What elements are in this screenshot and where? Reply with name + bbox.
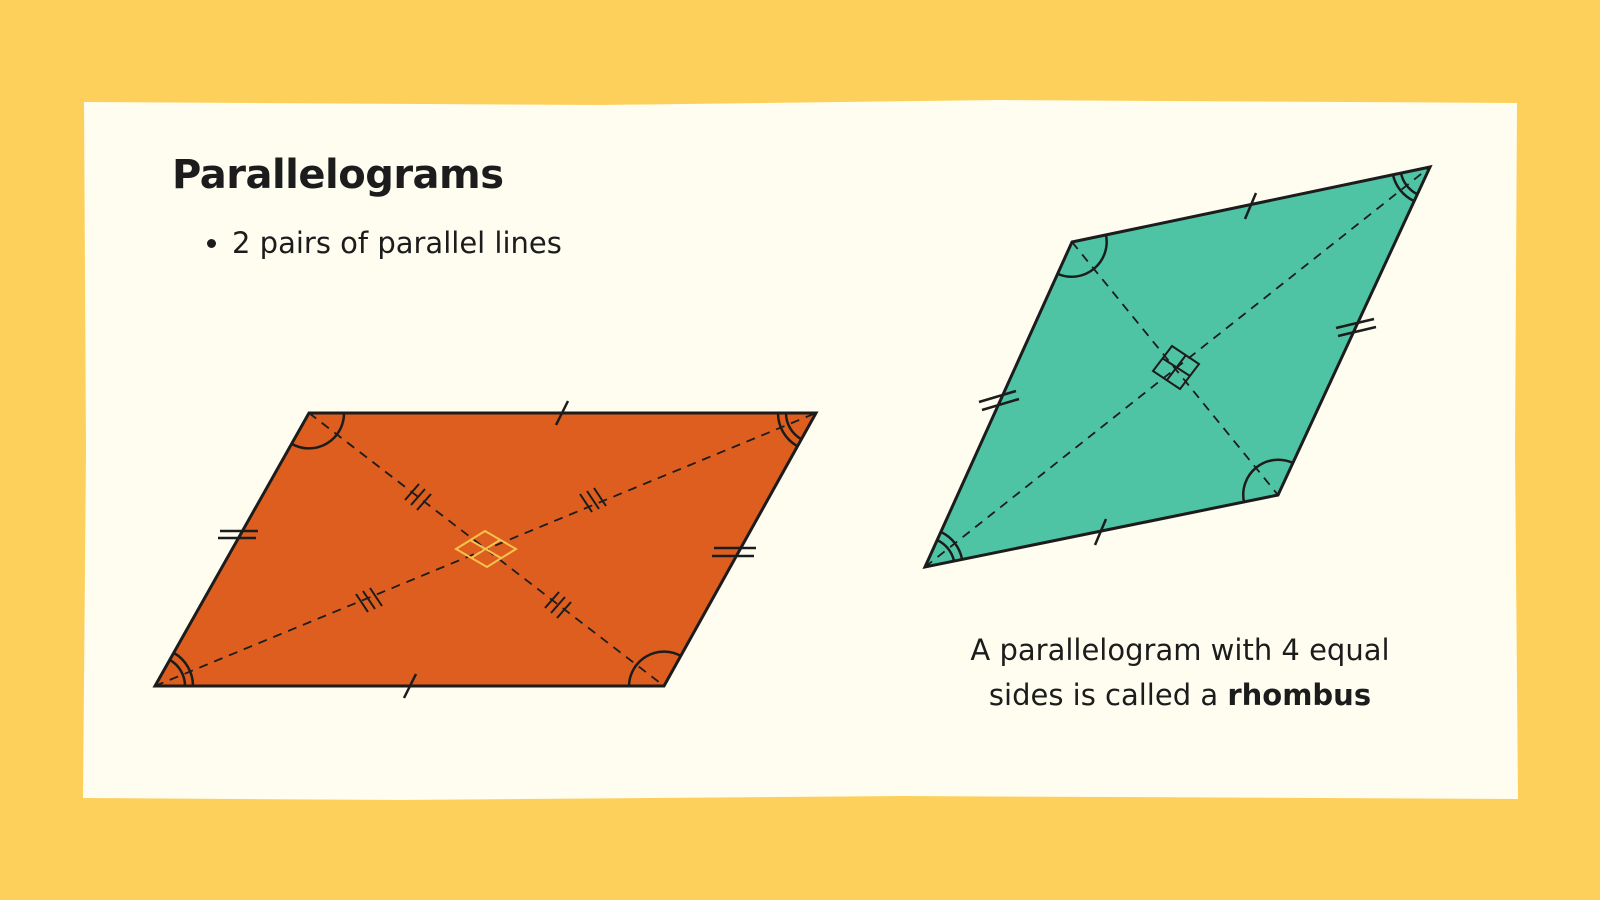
caption-line: sides is called a rhombus: [880, 673, 1480, 718]
bullet-list: 2 pairs of parallel lines: [204, 226, 562, 260]
caption-line: A parallelogram with 4 equal: [970, 633, 1390, 667]
caption: A parallelogram with 4 equal sides is ca…: [880, 628, 1480, 718]
title: Parallelograms: [172, 152, 504, 198]
parallelogram: [152, 400, 819, 699]
caption-emphasis: rhombus: [1227, 678, 1372, 712]
rhombus: [922, 164, 1433, 570]
caption-text: sides is called a: [988, 678, 1219, 712]
bullet: 2 pairs of parallel lines: [232, 226, 562, 260]
